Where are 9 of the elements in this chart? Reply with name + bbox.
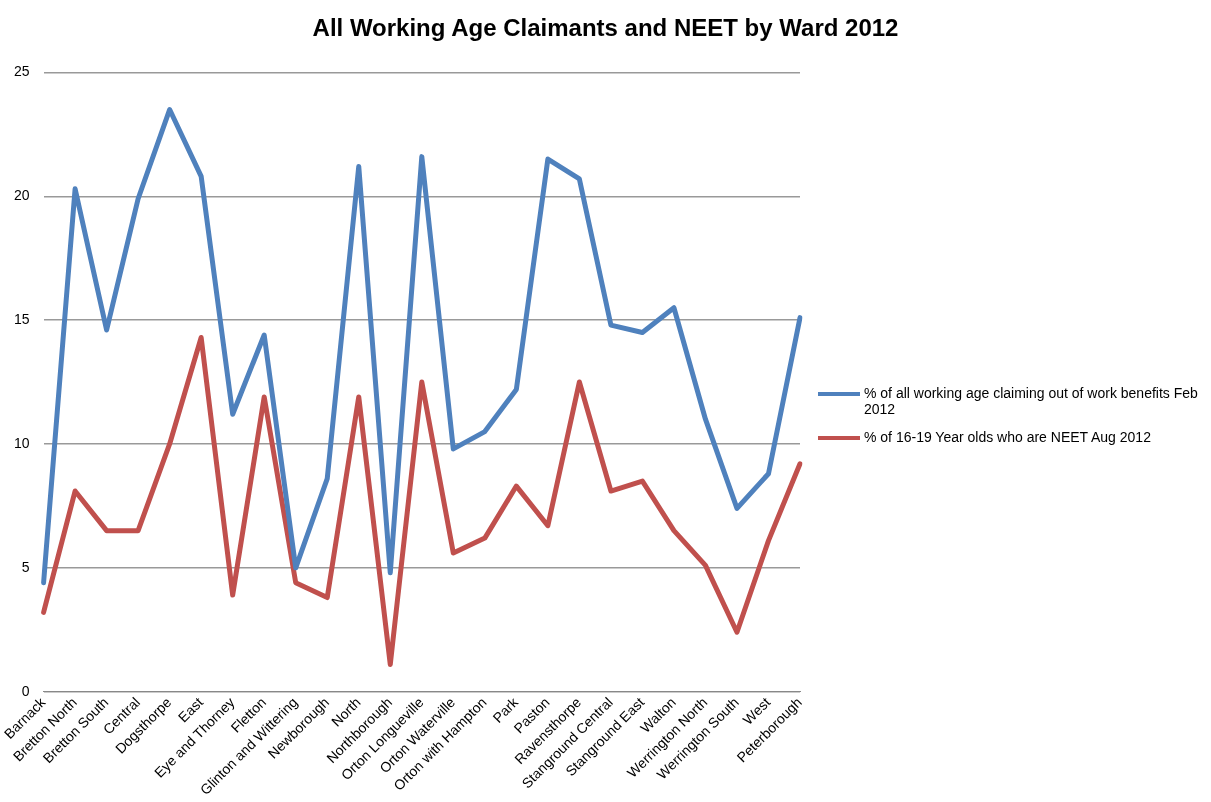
y-tick-label: 5 bbox=[21, 558, 30, 575]
legend-label: % of 16-19 Year olds who are NEET Aug 2012 bbox=[864, 429, 1151, 445]
y-tick-label: 15 bbox=[13, 310, 30, 327]
legend-label: % of all working age claiming out of work benefits Feb 2012 bbox=[864, 385, 1199, 417]
y-tick-label: 0 bbox=[21, 682, 30, 699]
y-tick-label: 20 bbox=[13, 187, 30, 204]
y-tick-label: 25 bbox=[13, 63, 30, 80]
y-tick-label: 10 bbox=[13, 434, 30, 451]
chart-title: All Working Age Claimants and NEET by Ward 2012 bbox=[311, 14, 900, 42]
